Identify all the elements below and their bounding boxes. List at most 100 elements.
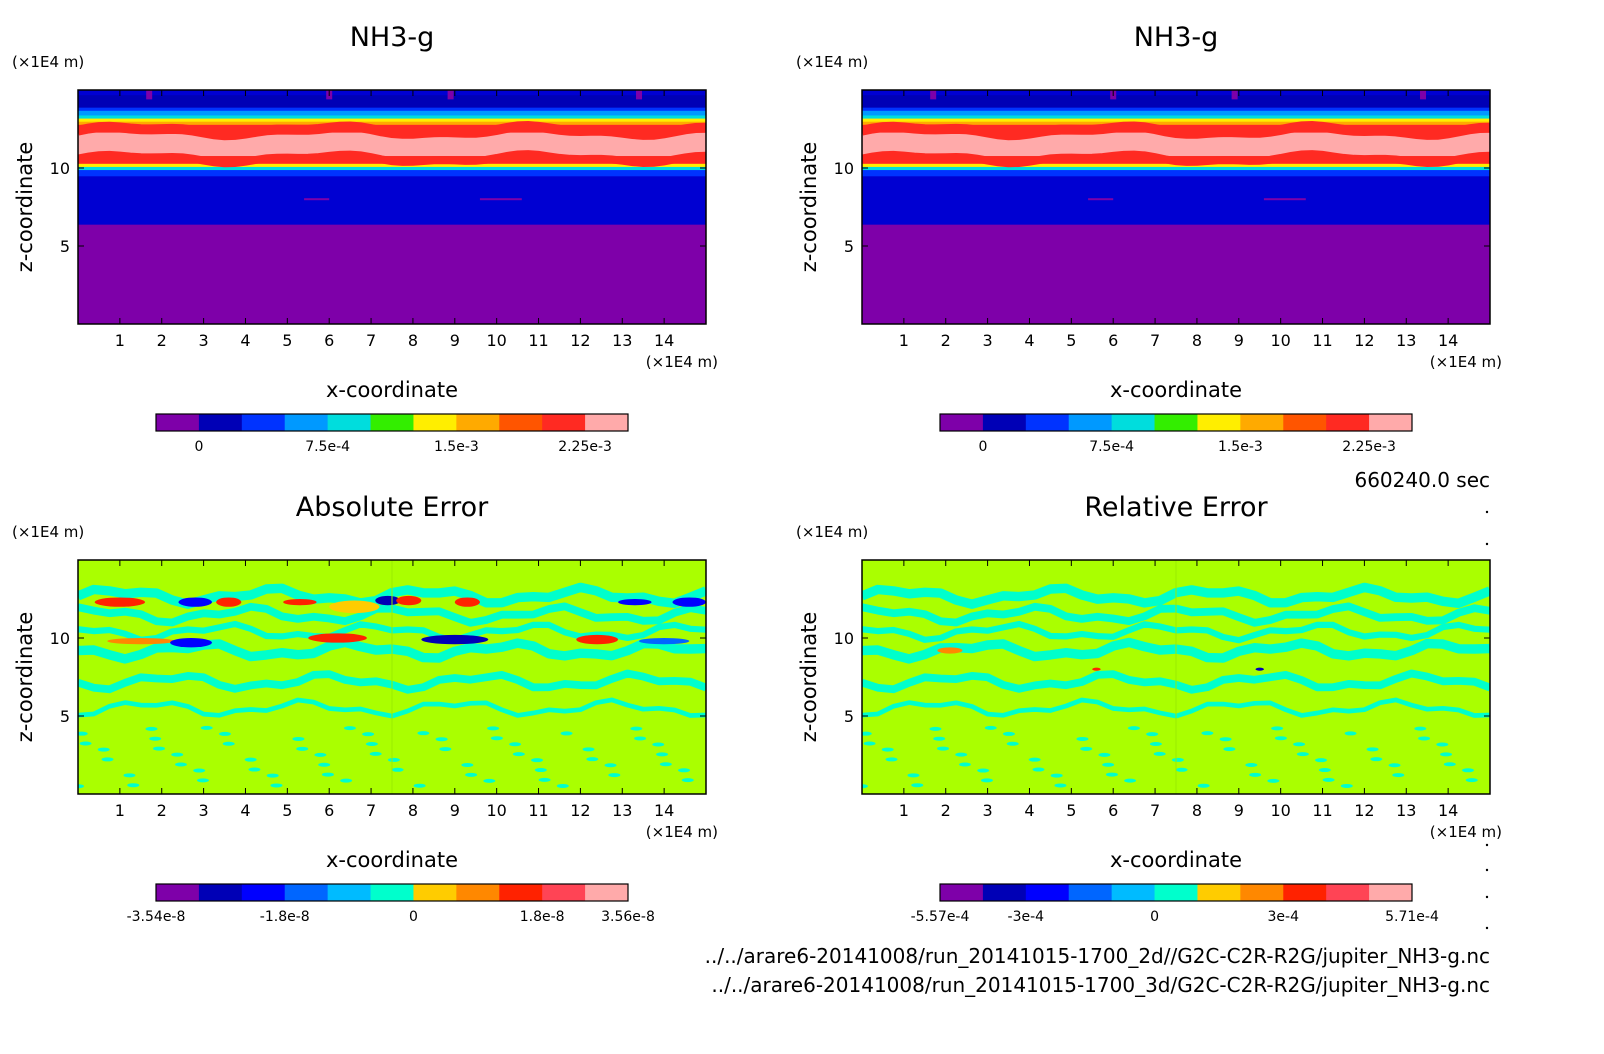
- contour-speckle: [248, 767, 261, 772]
- contour-speckle: [1245, 762, 1258, 767]
- x-unit-label: (×1E4 m): [1430, 823, 1502, 841]
- contour-speckle: [608, 773, 621, 778]
- data-layer: [78, 163, 706, 167]
- contour-speckle: [1171, 757, 1184, 762]
- colorbar-swatch: [1154, 414, 1198, 431]
- data-feature: [1092, 667, 1101, 671]
- colorbar-tick-label: 0: [194, 439, 203, 455]
- contour-speckle: [512, 752, 525, 757]
- contour-speckle: [387, 757, 400, 762]
- contour-speckle: [556, 783, 569, 788]
- data-feature: [329, 600, 380, 614]
- plot-area: [862, 90, 1490, 324]
- colorbar-swatch: [1025, 414, 1070, 431]
- contour-speckle: [435, 737, 448, 742]
- x-axis-label: x-coordinate: [326, 848, 458, 872]
- data-feature: [216, 597, 242, 607]
- contour-speckle: [417, 731, 430, 736]
- colorbar-tick-label: 1.8e-8: [520, 909, 565, 925]
- colorbar-swatch: [284, 414, 329, 431]
- contour-speckle: [483, 778, 496, 783]
- colorbar-frame: [155, 883, 629, 902]
- contour-speckle: [174, 762, 187, 767]
- contour-speckle: [933, 736, 946, 741]
- data-feature: [454, 597, 480, 607]
- contour-speckle: [1366, 747, 1379, 752]
- x-unit-label: (×1E4 m): [646, 353, 718, 371]
- contour-speckle: [1344, 731, 1357, 736]
- contour-speckle: [1124, 778, 1137, 783]
- data-layer: [78, 169, 706, 177]
- x-tick-label: 11: [528, 801, 548, 820]
- contour-speckle: [1127, 726, 1140, 731]
- data-feature: [937, 647, 963, 654]
- colorbar-swatch: [413, 414, 457, 431]
- contour-speckle: [1153, 751, 1166, 756]
- panel-2: NH3-g(×1E4 m)1 2 3 4 5 6 7 8 9 10 11 12 13 14510(×1E4…: [796, 22, 1502, 455]
- contour-speckle: [1080, 746, 1093, 751]
- colorbar-swatch: [156, 414, 200, 431]
- contour-speckle: [1296, 752, 1309, 757]
- colorbar-swatch: [198, 884, 243, 901]
- contour-speckle: [586, 757, 599, 762]
- colorbar-swatch: [940, 414, 984, 431]
- colorbar-frame: [155, 413, 629, 432]
- contour-speckle: [314, 752, 327, 757]
- data-layer: [862, 224, 1490, 324]
- x-tick-label: 14: [1438, 801, 1458, 820]
- contour-speckle: [97, 747, 110, 752]
- plot-area: [862, 560, 1490, 794]
- colorbar-swatch: [542, 884, 586, 901]
- x-tick-label: 2: [941, 801, 951, 820]
- colorbar-swatch: [156, 884, 200, 901]
- contour-line: [862, 150, 1490, 168]
- x-tick-label: 3: [983, 331, 993, 350]
- colorbar-swatch: [1369, 884, 1413, 901]
- contour-speckle: [200, 725, 213, 730]
- x-tick-label: 6: [324, 331, 334, 350]
- contour-speckle: [171, 752, 184, 757]
- contour-speckle: [362, 732, 375, 737]
- contour-speckle: [1249, 772, 1262, 777]
- colorbar-tick-label: 1.5e-3: [434, 439, 479, 455]
- colorbar-swatch: [370, 884, 414, 901]
- contour-speckle: [123, 773, 136, 778]
- x-axis-label: x-coordinate: [326, 378, 458, 402]
- data-layer: [862, 166, 1490, 171]
- contour-speckle: [218, 731, 231, 736]
- x-tick-label: 6: [1108, 801, 1118, 820]
- contour-speckle: [1002, 731, 1015, 736]
- colorbar-tick-label: 0: [978, 439, 987, 455]
- contour-speckle: [1098, 752, 1111, 757]
- colorbar-tick-label: 2.25e-3: [1342, 439, 1396, 455]
- x-tick-label: 4: [240, 331, 250, 350]
- x-unit-label: (×1E4 m): [646, 823, 718, 841]
- x-tick-label: 5: [1066, 801, 1076, 820]
- contour-speckle: [509, 742, 522, 747]
- x-tick-label: 12: [570, 801, 590, 820]
- time-label: 660240.0 sec: [1354, 468, 1490, 492]
- colorbar-swatch: [1068, 414, 1113, 431]
- colorbar-swatch: [1240, 414, 1284, 431]
- contour-speckle: [955, 752, 968, 757]
- x-tick-label: 3: [199, 331, 209, 350]
- data-layer: [862, 121, 1490, 125]
- contour-speckle: [79, 741, 92, 746]
- x-tick-label: 14: [1438, 331, 1458, 350]
- x-tick-label: 11: [1312, 801, 1332, 820]
- contour-speckle: [391, 767, 404, 772]
- contour-speckle: [1440, 752, 1453, 757]
- contour-speckle: [413, 783, 426, 788]
- contour-speckle: [1028, 757, 1041, 762]
- x-tick-label: 9: [1234, 331, 1244, 350]
- colorbar-swatch: [284, 884, 329, 901]
- data-layer: [862, 169, 1490, 177]
- contour-speckle: [78, 784, 84, 789]
- colorbar-tick-label: -3.54e-8: [127, 909, 186, 925]
- y-tick-label: 5: [844, 707, 854, 726]
- contour-speckle: [321, 772, 334, 777]
- x-tick-label: 1: [115, 801, 125, 820]
- y-tick-label: 5: [60, 707, 70, 726]
- y-axis-label: z-coordinate: [13, 612, 37, 743]
